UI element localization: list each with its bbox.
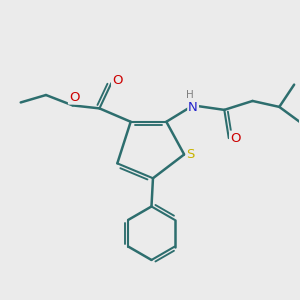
Text: O: O (69, 91, 80, 103)
Text: H: H (186, 90, 194, 100)
Text: O: O (230, 132, 241, 145)
Text: O: O (112, 74, 123, 87)
Text: S: S (187, 148, 195, 161)
Text: N: N (188, 101, 198, 114)
